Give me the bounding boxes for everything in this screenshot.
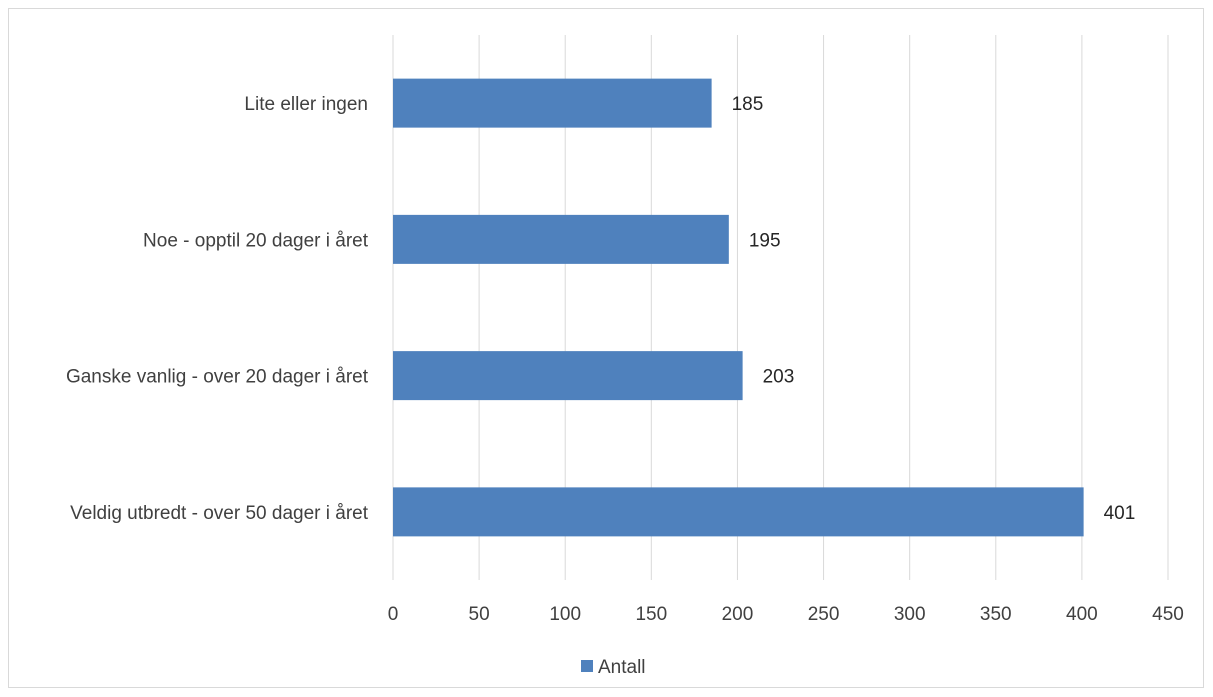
bar — [393, 487, 1084, 537]
x-tick-label: 250 — [808, 604, 840, 625]
x-tick-label: 450 — [1152, 604, 1184, 625]
x-tick-label: 0 — [388, 604, 399, 625]
x-tick-label: 350 — [980, 604, 1012, 625]
data-label: 185 — [732, 94, 764, 115]
bar — [393, 351, 743, 401]
data-label: 401 — [1104, 503, 1136, 524]
x-tick-label: 100 — [549, 604, 581, 625]
category-labels: Lite eller ingen Noe - opptil 20 dager i… — [66, 94, 369, 524]
legend-label: Antall — [598, 657, 646, 678]
x-tick-label: 150 — [635, 604, 667, 625]
data-labels: 185 195 203 401 — [732, 94, 1136, 524]
bar — [393, 214, 729, 264]
category-label: Lite eller ingen — [244, 94, 368, 115]
x-axis-tick-labels: 0 50 100 150 200 250 300 350 400 450 — [388, 604, 1184, 625]
legend: Antall — [581, 657, 646, 678]
data-label: 195 — [749, 230, 781, 251]
x-tick-label: 300 — [894, 604, 926, 625]
data-label: 203 — [763, 367, 795, 388]
category-label: Noe - opptil 20 dager i året — [143, 230, 369, 251]
bars — [393, 78, 1084, 537]
x-tick-label: 200 — [722, 604, 754, 625]
bar — [393, 78, 712, 128]
legend-swatch — [581, 660, 593, 672]
category-label: Veldig utbredt - over 50 dager i året — [70, 503, 369, 524]
x-tick-label: 400 — [1066, 604, 1098, 625]
category-label: Ganske vanlig - over 20 dager i året — [66, 367, 369, 388]
x-tick-label: 50 — [469, 604, 490, 625]
